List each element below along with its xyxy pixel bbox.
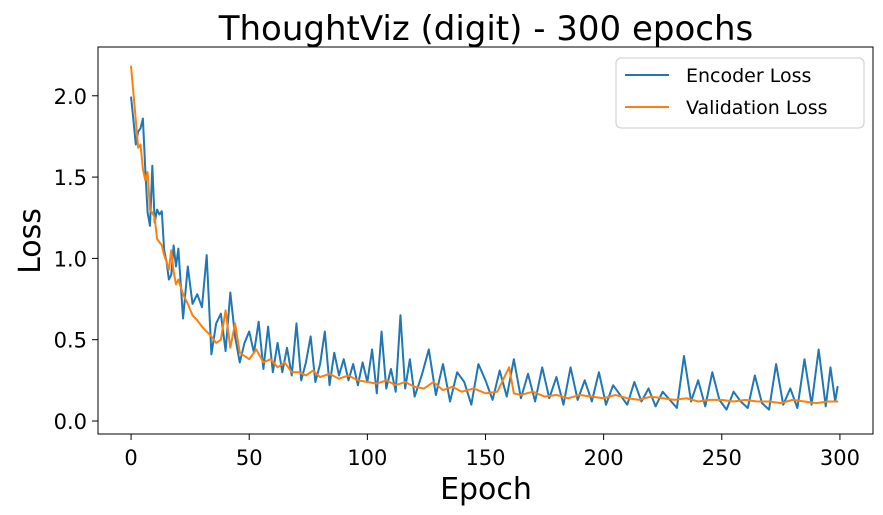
y-tick-label: 0.0 (54, 410, 87, 434)
y-tick-label: 0.5 (54, 329, 87, 353)
x-tick-label: 200 (584, 446, 624, 470)
y-tick-label: 1.0 (54, 247, 87, 271)
x-tick-label: 300 (820, 446, 860, 470)
x-tick-label: 150 (465, 446, 505, 470)
x-tick-label: 100 (347, 446, 387, 470)
series-line-validation-loss (130, 65, 839, 405)
legend-label-validation: Validation Loss (686, 97, 828, 119)
legend-label-encoder: Encoder Loss (686, 65, 811, 87)
chart-title: ThoughtViz (digit) - 300 epochs (218, 9, 754, 49)
y-tick-label: 1.5 (54, 166, 87, 190)
series-line-encoder-loss (130, 96, 839, 411)
x-tick-label: 50 (236, 446, 263, 470)
axis-ticks: 0 50 100 150 200 250 300 0.0 0.5 1.0 1.5 2.0 (54, 85, 860, 470)
legend: Encoder Loss Validation Loss (615, 57, 865, 129)
y-tick-label: 2.0 (54, 85, 87, 109)
series-lines (130, 65, 839, 411)
legend-box (615, 57, 865, 129)
x-axis-label: Epoch (440, 472, 532, 507)
x-tick-label: 0 (124, 446, 137, 470)
y-axis-label: Loss (13, 208, 48, 274)
x-tick-label: 250 (702, 446, 742, 470)
